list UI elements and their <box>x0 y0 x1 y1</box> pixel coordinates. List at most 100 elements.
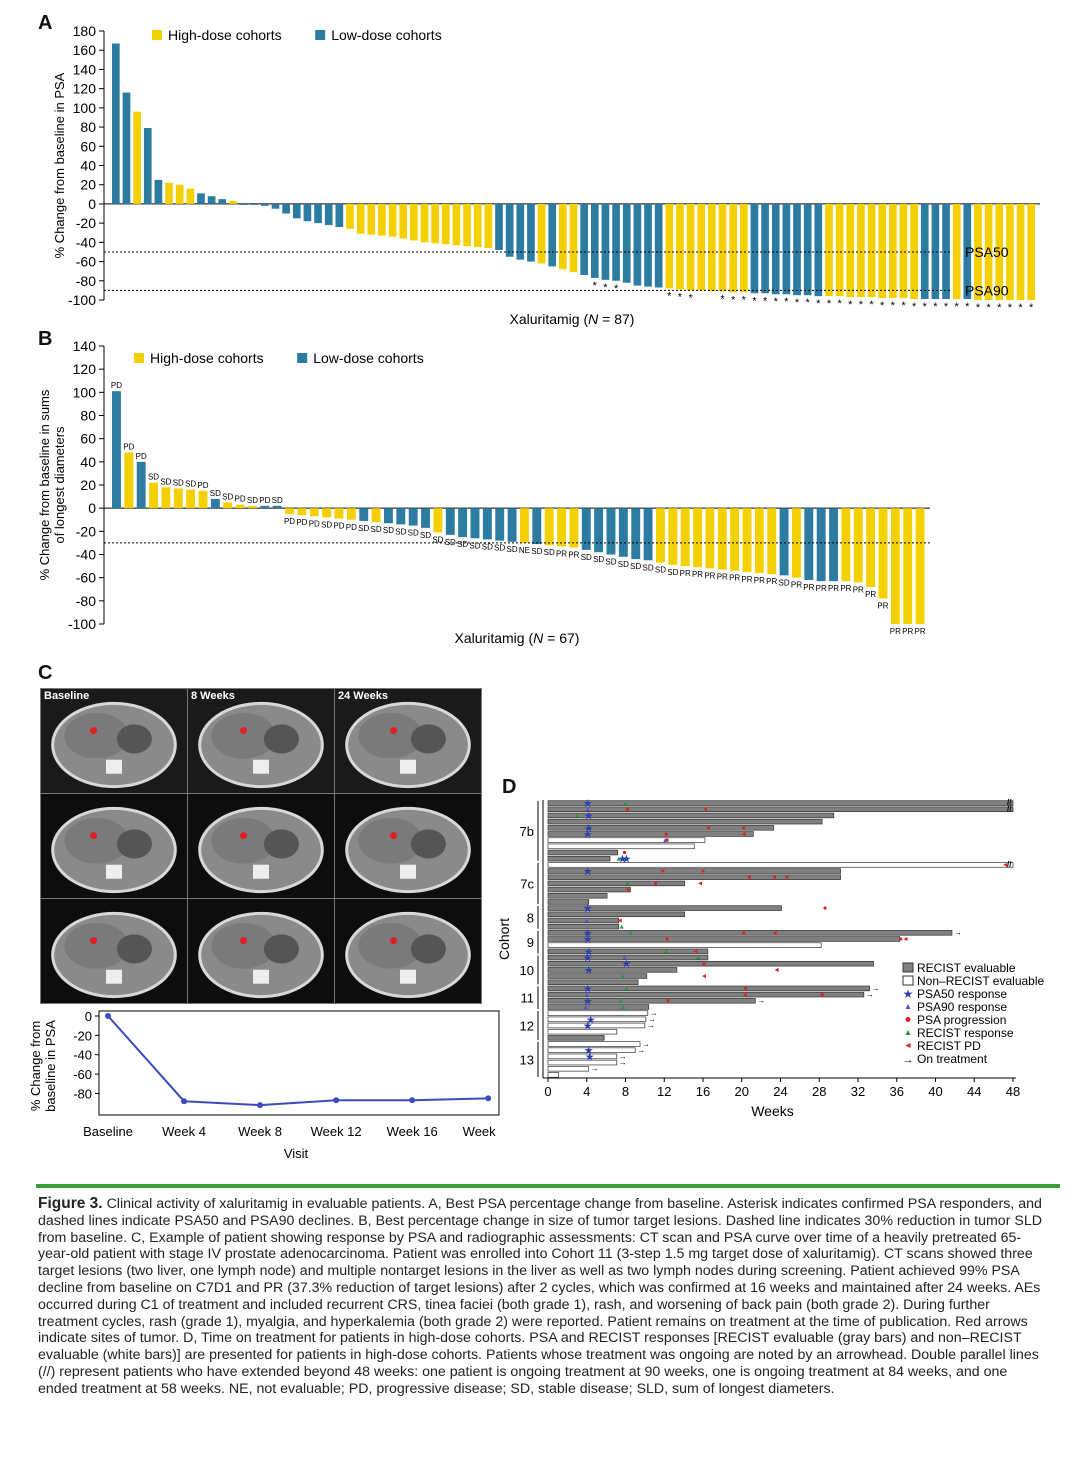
bar <box>942 203 950 300</box>
asterisk: * <box>667 290 672 302</box>
bar-label: PD <box>346 523 357 532</box>
bar <box>622 203 631 283</box>
bar <box>527 203 535 262</box>
bar <box>173 488 183 509</box>
x-axis-label: Xaluritamig (N = 67) <box>455 630 580 646</box>
y-tick-label: 0 <box>85 1009 92 1024</box>
recist-pd-marker <box>772 930 777 935</box>
bar <box>730 508 740 571</box>
bar <box>303 203 312 222</box>
psa-progression-marker <box>742 826 746 830</box>
bar-label: SD <box>445 538 456 547</box>
bar <box>767 508 777 575</box>
bar-label: PD <box>284 517 295 526</box>
data-point <box>181 1098 188 1105</box>
asterisk: * <box>827 298 832 310</box>
bar-label: PR <box>741 575 752 584</box>
psa50-marker: ★ <box>618 854 628 866</box>
recist-response-marker <box>620 974 625 979</box>
ct-spine <box>400 969 416 984</box>
chart-c-frame <box>98 1010 500 1116</box>
recist-response-marker <box>624 986 629 991</box>
treatment-bar <box>547 936 901 942</box>
chart-b-sld-waterfall: 140120100806040200-20-40-60-80-100PDPDPD… <box>37 338 930 646</box>
legend-label: High-dose cohorts <box>168 27 282 43</box>
x-axis-label-part: = 87) <box>598 311 634 327</box>
asterisk: * <box>997 302 1002 314</box>
legend-swatch <box>905 1004 911 1009</box>
bar-label: PR <box>692 570 703 579</box>
bar-label: SD <box>321 520 332 529</box>
y-tick-label: 180 <box>73 23 97 39</box>
y-tick-label: 60 <box>80 138 96 154</box>
bar-label: PR <box>704 571 715 580</box>
bar <box>346 508 356 520</box>
chart-d-swimmer: 0 4 8 12 16 20 24 28 32 36 40 44 48WeeksCohort7b7c89… <box>496 798 1045 1119</box>
bar <box>866 508 876 587</box>
x-tick-label: Week 8 <box>238 1124 282 1139</box>
x-tick-label: 12 <box>657 1084 671 1099</box>
psa90-marker <box>663 838 668 843</box>
treatment-bar <box>547 886 631 893</box>
treatment-bar <box>547 868 841 874</box>
ct-liver <box>64 922 129 969</box>
bar <box>210 498 220 509</box>
bar <box>793 203 801 296</box>
bar-label: SD <box>383 526 394 535</box>
bar-label: PD <box>111 381 122 390</box>
bar-label: PR <box>853 585 864 594</box>
bar <box>1016 203 1025 300</box>
bar <box>835 203 844 297</box>
bar <box>857 203 865 298</box>
treatment-bar <box>547 1059 618 1066</box>
bar <box>207 196 216 204</box>
bar-label: PR <box>766 577 777 586</box>
ct-scan-drawing <box>345 806 471 894</box>
bar <box>175 184 184 204</box>
psa-progression-marker <box>666 999 670 1003</box>
recist-response-marker <box>621 1004 626 1009</box>
asterisk: * <box>614 283 619 295</box>
treatment-bar <box>547 1010 649 1016</box>
bar <box>952 203 961 300</box>
treatment-bar <box>547 917 620 924</box>
asterisk: * <box>784 296 789 308</box>
ct-spine <box>106 864 122 879</box>
asterisk: * <box>848 299 853 311</box>
legend-swatch: ★ <box>903 987 914 1001</box>
bar <box>388 203 397 237</box>
bar-label: PR <box>840 584 851 593</box>
bar <box>463 203 471 247</box>
y-tick-label: 140 <box>73 338 97 354</box>
asterisk: * <box>593 280 598 292</box>
psa-progression-marker <box>747 875 752 879</box>
bar <box>606 508 616 555</box>
x-axis-label-part: N <box>588 311 599 327</box>
y-tick-label: -40 <box>76 547 96 563</box>
psa-line <box>107 1015 489 1107</box>
psa-progression-marker <box>702 962 706 966</box>
bar <box>888 203 897 299</box>
x-tick-label: Week 4 <box>162 1124 206 1139</box>
bar-label: PR <box>680 569 691 578</box>
psa-progression-marker <box>823 906 827 910</box>
y-tick-label: -100 <box>68 292 96 308</box>
asterisk: * <box>1029 302 1034 314</box>
treatment-bar <box>547 1041 641 1047</box>
ct-spine <box>106 969 122 984</box>
treatment-bar <box>547 806 1014 813</box>
legend-swatch <box>902 975 914 986</box>
treatment-bar <box>547 812 835 819</box>
psa50-marker: ★ <box>583 829 593 841</box>
x-tick-label: 8 <box>622 1084 629 1099</box>
psa-progression-marker <box>665 937 669 941</box>
psa-progression-marker <box>820 993 824 997</box>
recist-pd-marker <box>903 937 908 941</box>
psa50-marker: ★ <box>583 934 593 946</box>
recist-response-marker <box>619 924 624 929</box>
bar-label: PD <box>123 443 134 452</box>
asterisk: * <box>752 295 757 307</box>
treatment-bar <box>547 837 706 843</box>
bar <box>594 508 604 553</box>
bar <box>569 508 579 548</box>
